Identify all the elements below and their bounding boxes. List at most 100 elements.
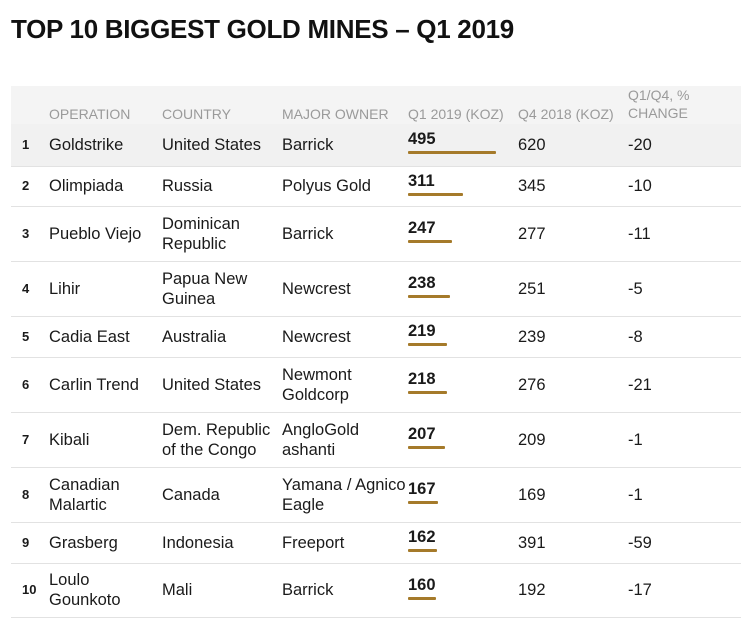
table-row: 3 Pueblo Viejo Dominican Republic Barrick 24… [11,206,741,261]
operation-cell: Lihir [49,279,81,298]
q1-cell: 219 [408,316,518,357]
q4-cell: 239 [518,327,546,346]
q1-value: 207 [408,425,436,443]
q1-bar [408,151,496,155]
q1-bar [408,446,445,449]
q1-value: 218 [408,370,436,388]
country-cell: Papua New Guinea [162,269,248,308]
q1-bar [408,501,438,504]
header-operation: OPERATION [49,106,131,122]
operation-cell: Cadia East [49,327,130,346]
header-q1: Q1 2019 (KOZ) [408,106,504,122]
change-cell: -11 [628,224,651,243]
operation-cell: Pueblo Viejo [49,224,142,243]
table-row: 9 Grasberg Indonesia Freeport 162 391 -59 [11,522,741,563]
owner-cell: Barrick [282,135,334,154]
table-row: 1 Goldstrike United States Barrick 495 620 -20 [11,124,741,166]
country-cell: United States [162,135,262,154]
owner-cell: Polyus Gold [282,177,371,195]
change-cell: -10 [628,177,652,195]
q1-value-with-bar: 218 [408,370,447,400]
country-cell: Dominican Republic [162,214,240,253]
change-cell: -1 [628,430,643,449]
rank-cell: 9 [22,534,30,550]
q1-cell: 218 [408,357,518,412]
change-cell: -59 [628,533,652,552]
operation-cell: Grasberg [49,533,118,552]
q1-bar [408,295,450,298]
header-country: COUNTRY [162,106,231,122]
table-row: 2 Olimpiada Russia Polyus Gold 311 345 -10 [11,166,741,206]
owner-cell: Newcrest [282,279,351,298]
change-cell: -8 [628,327,643,346]
q1-value: 495 [408,130,436,149]
table-body: 1 Goldstrike United States Barrick 495 620 -20… [11,124,741,617]
country-cell: Australia [162,327,227,346]
owner-cell: Barrick [282,581,334,599]
operation-cell: Canadian Malartic [49,475,120,514]
country-cell: Dem. Republic of the Congo [162,420,271,459]
q1-bar [408,240,452,243]
rank-cell: 1 [22,136,30,152]
rank-cell: 7 [22,431,30,447]
q1-value-with-bar: 238 [408,274,450,304]
table-row: 6 Carlin Trend United States Newmont Goldco… [11,357,741,412]
q1-value-with-bar: 207 [408,425,445,455]
change-cell: -20 [628,135,652,154]
q1-bar [408,596,436,600]
rank-cell: 8 [22,486,30,502]
q1-bar [408,391,447,394]
q1-value-with-bar: 219 [408,322,447,352]
owner-cell: Newmont Goldcorp [282,365,352,404]
owner-cell: AngloGold ashanti [282,420,360,459]
q1-value-with-bar: 160 [408,576,436,606]
operation-cell: Goldstrike [49,135,124,154]
q1-cell: 495 [408,124,518,166]
q1-value: 219 [408,322,436,340]
header-rank [11,86,49,124]
country-cell: Mali [162,581,193,599]
table-row: 5 Cadia East Australia Newcrest 219 239 -8 [11,316,741,357]
q1-value-with-bar: 162 [408,528,437,558]
rank-cell: 10 [22,582,37,597]
q4-cell: 345 [518,177,546,195]
rank-cell: 2 [22,178,30,193]
change-cell: -5 [628,279,643,298]
q1-value-with-bar: 167 [408,480,438,510]
q1-value: 162 [408,528,436,546]
q4-cell: 277 [518,224,546,243]
table-row: 10 Loulo Gounkoto Mali Barrick 160 192 -17 [11,563,741,617]
operation-cell: Loulo Gounkoto [49,571,121,609]
q1-bar [408,192,463,196]
q1-cell: 162 [408,522,518,563]
q1-bar [408,549,437,552]
q1-value: 160 [408,575,436,594]
change-cell: -21 [628,375,652,394]
change-cell: -1 [628,485,643,504]
header-row: OPERATION COUNTRY MAJOR OWNER Q1 2019 (K… [11,86,741,124]
q4-cell: 169 [518,485,546,504]
q4-cell: 391 [518,533,546,552]
table-row: 8 Canadian Malartic Canada Yamana / Agnico … [11,467,741,522]
q1-bar [408,343,447,346]
owner-cell: Newcrest [282,327,351,346]
rank-cell: 4 [22,280,30,296]
q1-value-with-bar: 495 [408,130,496,160]
q1-value: 238 [408,274,436,292]
q1-cell: 311 [408,166,518,206]
owner-cell: Yamana / Agnico Eagle [282,475,406,514]
q1-cell: 160 [408,563,518,617]
gold-mines-table: OPERATION COUNTRY MAJOR OWNER Q1 2019 (K… [11,86,741,618]
owner-cell: Barrick [282,224,334,243]
q1-value: 247 [408,219,436,237]
header-q4: Q4 2018 (KOZ) [518,106,614,122]
header-owner: MAJOR OWNER [282,106,389,122]
header-change: Q1/Q4, % CHANGE [628,87,690,121]
q4-cell: 251 [518,279,546,298]
q1-value-with-bar: 311 [408,172,463,202]
q4-cell: 276 [518,375,546,394]
q1-cell: 207 [408,412,518,467]
q4-cell: 209 [518,430,546,449]
country-cell: United States [162,375,262,394]
q1-value: 167 [408,480,436,498]
